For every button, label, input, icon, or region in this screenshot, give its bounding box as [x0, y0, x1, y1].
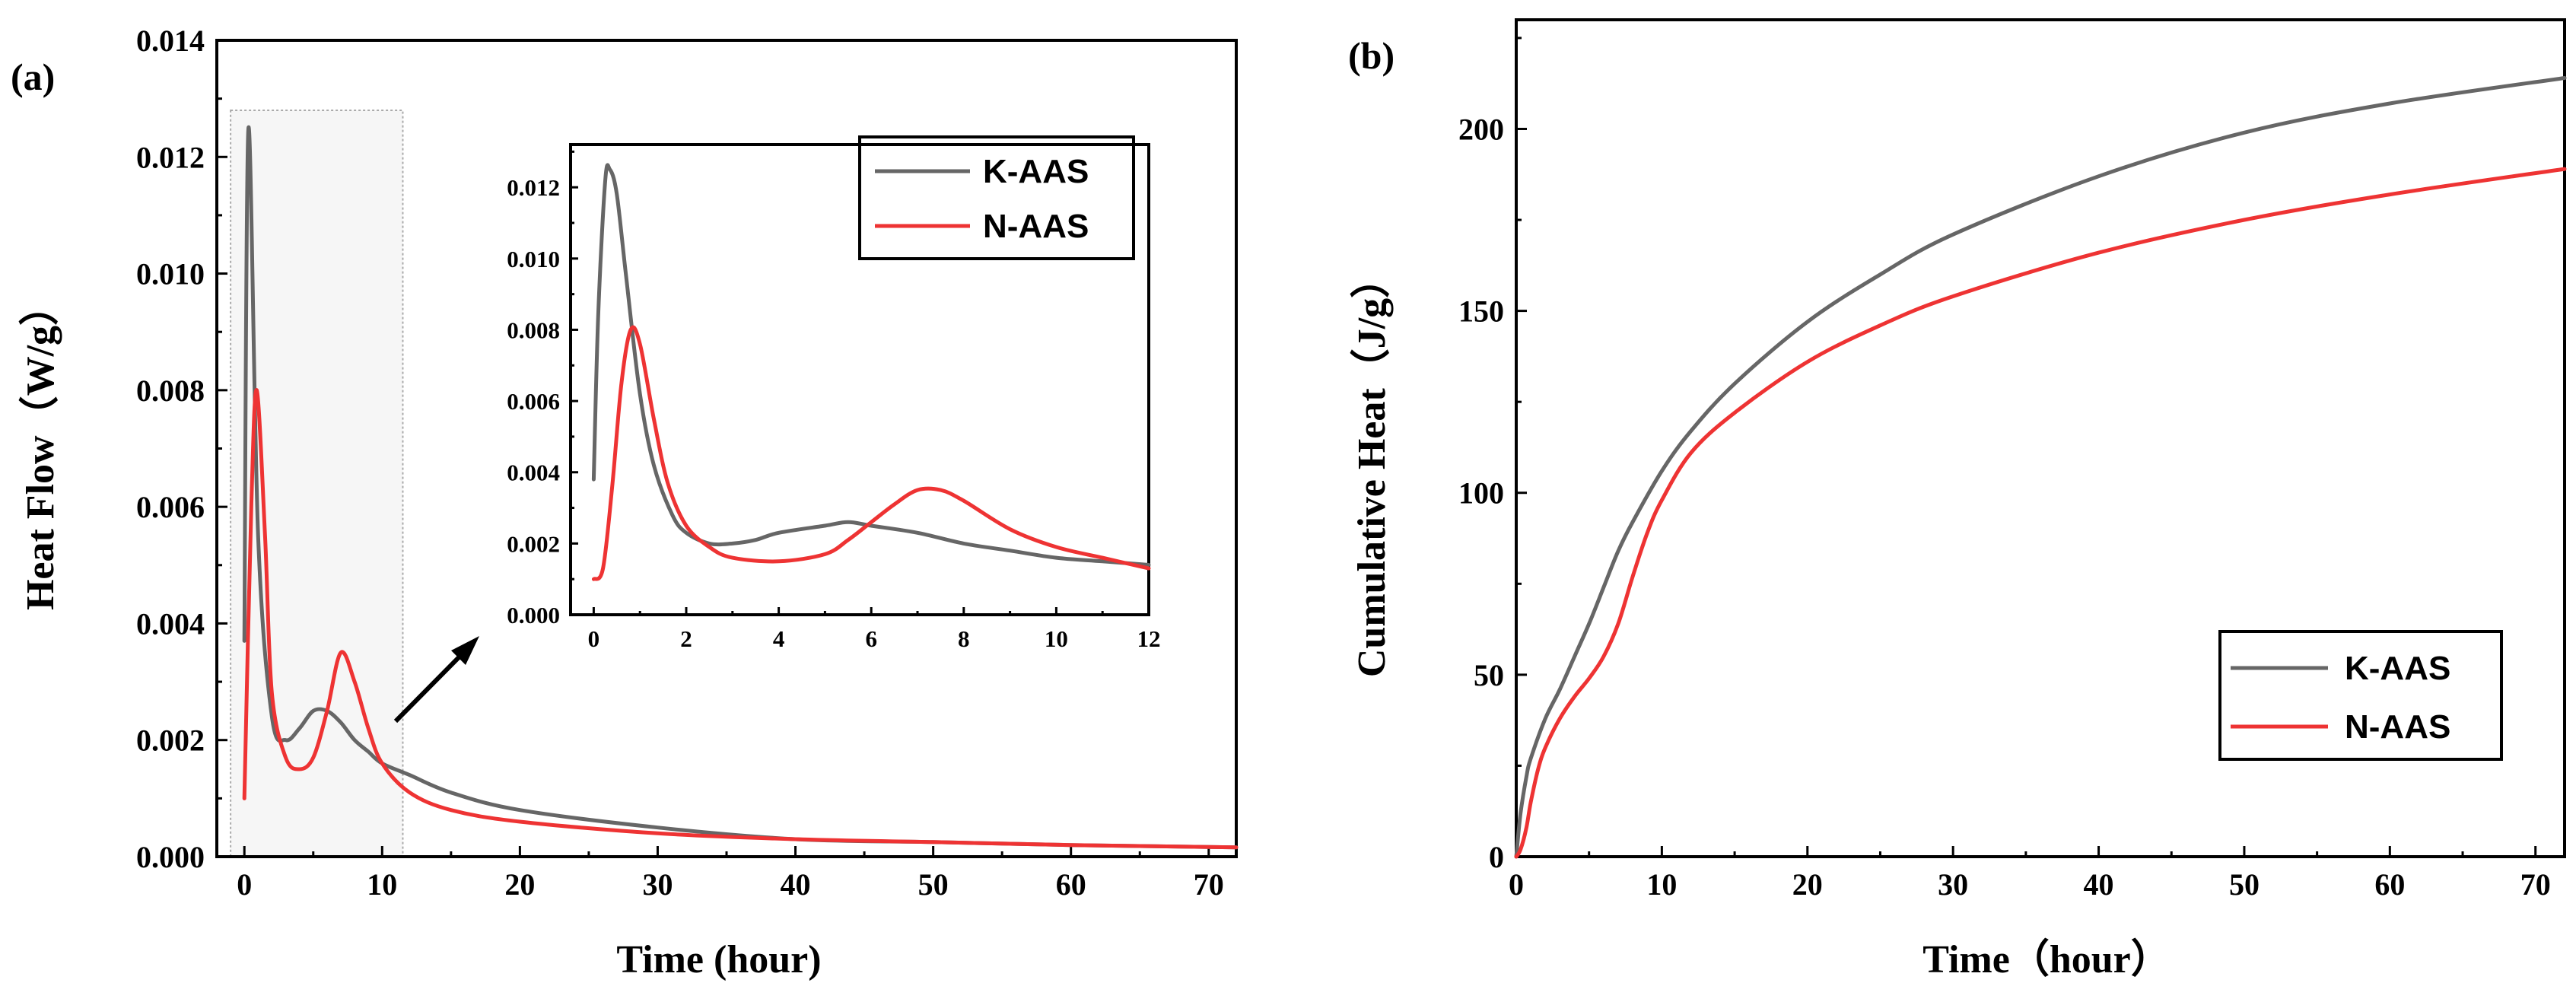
inset-y-tick-label: 0.008: [507, 317, 560, 343]
inset-x-tick-label: 4: [773, 625, 785, 652]
panel-a-inset: 0 2 4 6 8 10 12 0.000 0.002 0.004 0.006 0.008 0.010 0…: [507, 143, 1161, 652]
panel-b-legend-box: [2218, 630, 2503, 761]
panel-a-x-tick-label: 60: [1056, 867, 1086, 902]
panel-a-y-tick-label: 0.000: [136, 840, 205, 874]
panel-b-y-tick-label: 50: [1474, 658, 1504, 692]
panel-b-y-tick-label: 150: [1458, 294, 1504, 329]
panel-a-zoom-arrow: [393, 636, 479, 724]
panel-b-y-axis-label: Cumulative Heat（J/g）: [1350, 259, 1394, 677]
panel-b-series-k-aas: [1514, 76, 2567, 859]
inset-x-tick-label: 0: [588, 625, 600, 652]
panel-b: (b) 0 10 20 30 40 50 60 70 0 50 100 150 200 Cumulati…: [1348, 18, 2567, 981]
inset-y-tick-label: 0.000: [507, 602, 560, 628]
panel-a-series: [242, 125, 1239, 850]
panel-b-x-tick-label: 50: [2229, 867, 2260, 902]
panel-a-x-tick-label: 30: [642, 867, 673, 902]
panel-a-axes: 0 10 20 30 40 50 60 700.0000.0020.0040.0060.008…: [136, 24, 1224, 902]
panel-a-x-tick-label: 50: [918, 867, 949, 902]
panel-b-series-n-aas: [1514, 167, 2567, 859]
inset-series: [591, 163, 1151, 581]
inset-x-tick-label: 12: [1137, 625, 1161, 652]
inset-x-tick-label: 2: [680, 625, 692, 652]
panel-a-y-axis-label: Heat Flow（W/g）: [18, 286, 62, 610]
panel-b-x-axis-label: Time（hour）: [1922, 937, 2171, 981]
inset-plot-frame: [569, 143, 1150, 616]
panel-b-plot-frame: [1515, 18, 2566, 858]
panel-a-x-tick-label: 10: [367, 867, 397, 902]
panel-b-legend-n-aas-label: N-AAS: [2345, 708, 2450, 746]
inset-x-tick-label: 8: [958, 625, 970, 652]
inset-y-tick-label: 0.012: [507, 174, 560, 201]
panel-a-x-tick-label: 70: [1194, 867, 1224, 902]
panel-a-y-tick-label: 0.010: [136, 257, 205, 291]
panel-b-label: (b): [1348, 34, 1395, 77]
panel-a-y-tick-label: 0.012: [136, 140, 205, 174]
panel-b-x-tick-label: 20: [1792, 867, 1823, 902]
panel-b-series: [1514, 76, 2567, 859]
panel-a-x-tick-label: 0: [237, 867, 252, 902]
panel-a-y-tick-label: 0.006: [136, 490, 205, 524]
panel-a: (a) 0 10 20 30 40 50 60 700.0000.0020.0040.0060…: [11, 24, 1239, 981]
panel-a-y-tick-label: 0.004: [136, 606, 205, 641]
panel-a-y-tick-label: 0.014: [136, 24, 205, 58]
panel-a-label: (a): [11, 56, 55, 98]
panel-a-series-n-aas: [242, 388, 1239, 850]
panel-a-legend-k-aas-label: K-AAS: [983, 153, 1089, 190]
panel-a-x-axis-label: Time (hour): [616, 938, 821, 981]
inset-x-tick-label: 10: [1045, 625, 1068, 652]
inset-y-tick-label: 0.006: [507, 388, 560, 415]
panel-a-y-tick-label: 0.002: [136, 724, 205, 758]
panel-b-x-tick-label: 30: [1938, 867, 1968, 902]
panel-b-y-tick-label: 100: [1458, 476, 1504, 511]
panel-b-y-tick-label: 200: [1458, 112, 1504, 146]
inset-y-tick-label: 0.010: [507, 246, 560, 272]
panel-a-x-tick-label: 40: [781, 867, 811, 902]
panel-b-axes: 0 10 20 30 40 50 60 70 0 50 100 150 200: [1458, 37, 2551, 902]
inset-y-tick-label: 0.004: [507, 460, 560, 486]
inset-series-n-aas: [591, 325, 1151, 581]
panel-b-x-tick-label: 0: [1509, 867, 1524, 902]
inset-y-tick-label: 0.002: [507, 530, 560, 557]
panel-a-legend-box: [858, 135, 1135, 260]
panel-b-legend-k-aas-label: K-AAS: [2345, 650, 2450, 687]
panel-a-y-tick-label: 0.008: [136, 374, 205, 408]
panel-a-legend-n-aas-label: N-AAS: [983, 208, 1089, 245]
panel-b-x-tick-label: 60: [2374, 867, 2405, 902]
inset-axes: 0 2 4 6 8 10 12 0.000 0.002 0.004 0.006 0.008 0.010 0…: [507, 150, 1161, 652]
panel-b-x-tick-label: 40: [2084, 867, 2114, 902]
inset-x-tick-label: 6: [865, 625, 877, 652]
panel-b-x-tick-label: 70: [2520, 867, 2551, 902]
panel-a-highlight-region: [230, 109, 404, 857]
panel-a-x-tick-label: 20: [504, 867, 535, 902]
panel-b-x-tick-label: 10: [1646, 867, 1677, 902]
panel-b-y-tick-label: 0: [1489, 840, 1504, 874]
